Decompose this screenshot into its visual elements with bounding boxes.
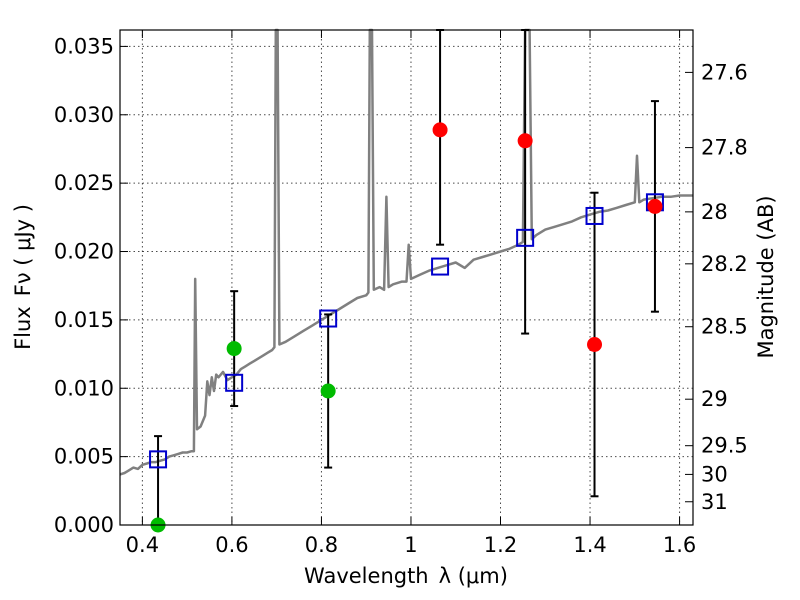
right-tick-label-2: 28	[701, 200, 728, 224]
x-tick-label-1: 0.6	[215, 533, 248, 557]
y-tick-label-1: 0.005	[54, 445, 114, 469]
y-tick-label-3: 0.015	[54, 308, 114, 332]
model-points-layer	[149, 193, 664, 469]
right-tick-labels: 27.6 27.8 28 28.2 28.5 29 29.5 30 31	[701, 60, 748, 513]
y-tick-label-4: 0.020	[54, 240, 114, 264]
x-axis-label: Wavelength λ (μm)	[304, 564, 508, 588]
model-spectrum-layer	[119, 28, 693, 476]
x-tick-label-6: 1.6	[663, 533, 696, 557]
right-tick-label-7: 30	[701, 462, 728, 486]
observed-point-5	[587, 337, 603, 353]
x-tick-labels: 0.4 0.6 0.8 1 1.2 1.4 1.6	[126, 533, 697, 557]
x-tick-label-3: 1	[404, 533, 417, 557]
right-tick-label-8: 31	[701, 490, 728, 514]
model-point-5	[585, 206, 604, 225]
right-tick-label-1: 27.8	[701, 136, 748, 160]
y-tick-labels: 0.000 0.005 0.010 0.015 0.020 0.025 0.030 0.035	[54, 34, 114, 537]
right-tick-label-5: 29	[701, 387, 728, 411]
model-point-1	[225, 373, 244, 392]
observed-point-4	[517, 133, 533, 149]
x-tick-label-5: 1.4	[573, 533, 606, 557]
right-tick-label-4: 28.5	[701, 315, 748, 339]
y-tick-label-5: 0.025	[54, 171, 114, 195]
x-tick-label-2: 0.8	[305, 533, 338, 557]
y-tick-label-0: 0.000	[54, 513, 114, 537]
right-axis-label: Magnitude (AB)	[754, 195, 778, 358]
observed-point-2	[320, 383, 336, 399]
y-tick-label-6: 0.030	[54, 103, 114, 127]
model-spectrum-line	[119, 28, 693, 476]
observed-point-3	[432, 122, 448, 138]
observed-point-6	[647, 198, 663, 214]
model-point-0	[149, 450, 168, 469]
plot-frame	[119, 29, 694, 526]
x-tick-label-0: 0.4	[126, 533, 159, 557]
observed-points-layer	[150, 122, 663, 533]
observed-point-1	[226, 341, 242, 357]
y-axis-label: FluxFν ( μJy )	[11, 204, 35, 350]
model-point-4	[516, 228, 535, 247]
model-point-3	[431, 257, 450, 276]
model-point-2	[319, 309, 338, 328]
y-tick-label-7: 0.035	[54, 34, 114, 58]
y-tick-label-2: 0.010	[54, 376, 114, 400]
ticks-layer	[120, 30, 693, 526]
x-tick-label-4: 1.2	[484, 533, 517, 557]
right-tick-label-3: 28.2	[701, 252, 748, 276]
right-tick-label-6: 29.5	[701, 434, 748, 458]
right-tick-label-0: 27.6	[701, 60, 748, 84]
